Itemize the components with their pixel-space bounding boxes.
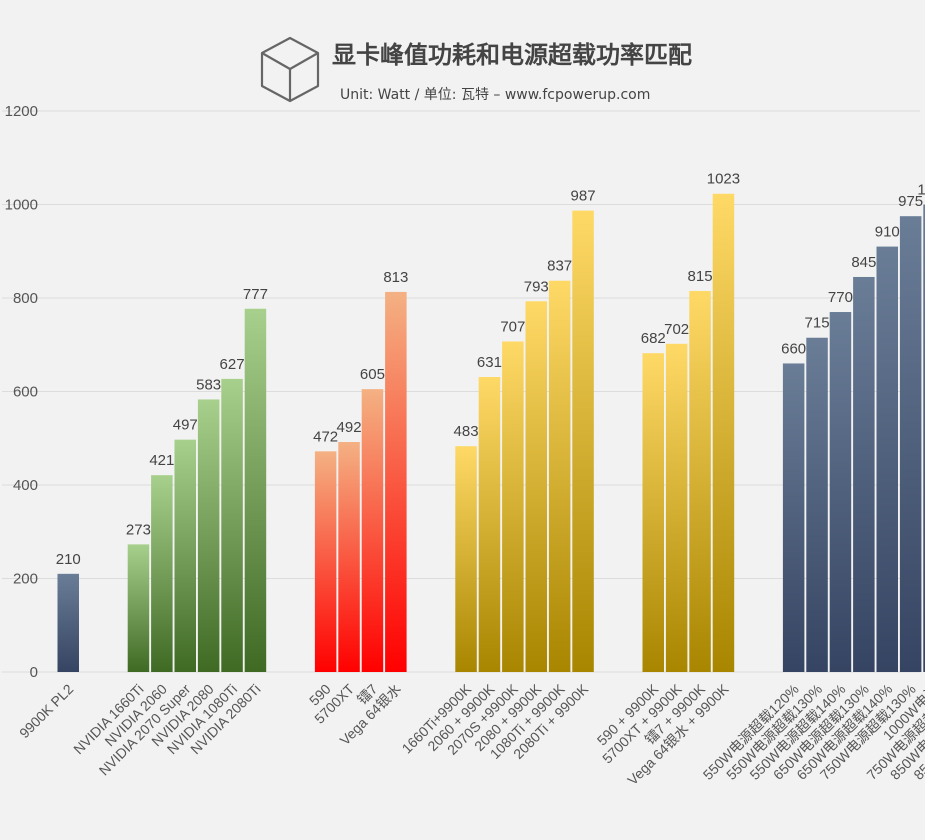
bar-value-label: 492: [337, 419, 362, 436]
y-tick-label: 400: [13, 477, 38, 494]
bar-value-label: 715: [805, 315, 830, 332]
bar: [151, 475, 173, 672]
y-tick-label: 600: [13, 384, 38, 401]
y-tick-label: 1200: [5, 103, 38, 120]
bar-value-label: 793: [524, 278, 549, 295]
bar-value-label: 1023: [707, 171, 740, 188]
chart-title: 显卡峰值功耗和电源超载功率匹配: [332, 41, 692, 69]
bar-value-label: 273: [126, 521, 151, 538]
bar-value-label: 777: [243, 286, 268, 303]
bar: [478, 377, 501, 672]
y-tick-label: 0: [30, 664, 38, 681]
bar: [572, 210, 594, 672]
y-tick-label: 1000: [5, 197, 38, 214]
bar-value-label: 483: [454, 423, 479, 440]
bar: [665, 343, 688, 672]
y-tick-label: 200: [13, 571, 38, 588]
cube-logo-icon: [260, 36, 320, 103]
bar-value-label: 1000: [917, 182, 925, 199]
bar: [642, 353, 664, 672]
bar: [689, 290, 711, 672]
bar: [197, 399, 220, 672]
y-axis: 0 200 400 600 800 1000 1200: [5, 103, 38, 681]
bar-value-label: 682: [641, 330, 666, 347]
bar-value-label: 707: [500, 318, 525, 335]
bar: [829, 312, 852, 672]
x-tick-label: 9900K PL2: [16, 681, 76, 741]
bar: [314, 451, 337, 672]
bar-value-label: 987: [571, 188, 596, 205]
bar-value-label: 770: [828, 289, 853, 306]
y-tick-label: 800: [13, 290, 38, 307]
bar: [127, 544, 150, 672]
bar-value-label: 815: [688, 268, 713, 285]
bar-value-label: 813: [383, 269, 408, 286]
bars: [57, 193, 925, 672]
bar: [361, 389, 384, 672]
bar: [548, 280, 571, 672]
bar-value-label: 660: [781, 340, 806, 357]
bar-value-label: 583: [196, 376, 221, 393]
bar: [221, 378, 243, 672]
bar-value-label: 975: [898, 193, 923, 210]
bar-value-label: 845: [851, 254, 876, 271]
bar: [502, 341, 524, 672]
bar-value-label: 910: [875, 224, 900, 241]
bar: [57, 573, 79, 672]
bar-value-label: 702: [664, 321, 689, 338]
bar: [525, 301, 547, 672]
bar: [712, 193, 735, 672]
bar: [244, 308, 267, 672]
bar: [853, 276, 875, 672]
bar-value-label: 472: [313, 428, 338, 445]
bar-value-label: 605: [360, 366, 385, 383]
bar-value-label: 631: [477, 354, 502, 371]
bar-value-label: 627: [220, 356, 245, 373]
bar: [876, 246, 898, 672]
bar: [455, 446, 477, 672]
bar: [806, 337, 828, 672]
bar-value-label: 837: [547, 258, 572, 275]
bar: [923, 204, 925, 672]
bar-value-label: 421: [149, 452, 174, 469]
bar: [338, 441, 360, 672]
bar-value-label: 497: [173, 417, 198, 434]
bar-value-label: 210: [56, 551, 81, 568]
bar: [782, 363, 805, 672]
chart-subtitle: Unit: Watt / 单位: 瓦特 – www.fcpowerup.com: [340, 87, 650, 103]
bar: [385, 291, 407, 672]
bar: [899, 216, 922, 672]
bar: [174, 439, 196, 672]
